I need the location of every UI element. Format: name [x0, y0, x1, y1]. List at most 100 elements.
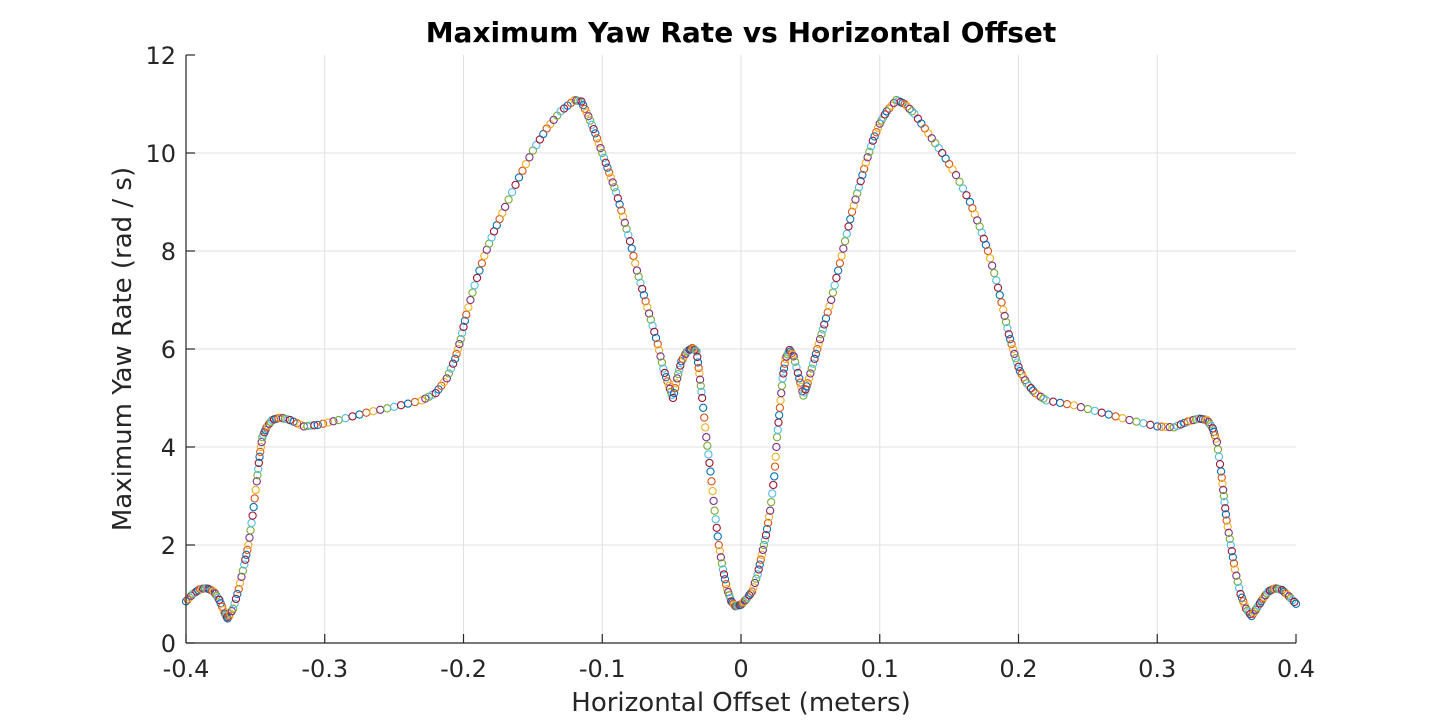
data-point	[448, 359, 458, 368]
data-point	[924, 129, 933, 138]
data-point	[750, 578, 760, 588]
data-point	[818, 325, 828, 334]
data-point	[256, 442, 266, 452]
data-point	[962, 191, 971, 200]
data-point	[446, 364, 456, 373]
data-point	[711, 515, 720, 524]
data-point	[460, 316, 470, 325]
data-point	[695, 369, 704, 378]
x-tick-label: 0.1	[861, 655, 899, 683]
data-point	[255, 452, 264, 461]
data-point	[1223, 522, 1232, 531]
data-point	[861, 158, 871, 167]
data-point	[1219, 491, 1228, 501]
y-tick-label: 10	[145, 140, 176, 168]
data-point	[992, 276, 1001, 285]
data-point	[779, 369, 788, 378]
data-point	[788, 350, 797, 359]
data-point	[830, 281, 839, 290]
data-point	[670, 384, 680, 393]
data-point	[807, 364, 816, 373]
data-point	[777, 381, 787, 390]
y-tick-label: 8	[161, 238, 176, 266]
data-point	[759, 540, 769, 550]
data-point	[603, 163, 612, 172]
data-point	[1222, 516, 1231, 525]
data-point	[240, 560, 249, 569]
y-axis-label: Maximum Yaw Rate (rad / s)	[108, 167, 138, 531]
data-point	[475, 266, 484, 275]
data-point	[955, 177, 964, 186]
data-point	[859, 164, 869, 174]
data-point	[622, 224, 631, 234]
data-point	[462, 310, 471, 319]
data-point	[983, 246, 993, 256]
data-point	[795, 374, 804, 383]
data-point	[765, 506, 775, 515]
data-point	[755, 560, 764, 569]
data-point	[396, 401, 406, 410]
data-point	[736, 600, 746, 609]
data-point	[1132, 417, 1141, 426]
data-point	[1003, 324, 1012, 333]
data-point	[715, 546, 724, 556]
data-point	[817, 330, 826, 339]
data-point	[1219, 485, 1228, 495]
data-point	[773, 425, 782, 434]
data-point	[695, 375, 705, 384]
data-point	[675, 365, 684, 374]
data-point	[703, 441, 712, 450]
data-point	[958, 184, 968, 193]
data-point	[719, 570, 729, 579]
data-point	[1253, 603, 1262, 612]
data-point	[253, 471, 262, 480]
data-point	[770, 472, 779, 481]
data-point	[504, 195, 513, 204]
data-point	[611, 188, 621, 197]
chart-title: Maximum Yaw Rate vs Horizontal Offset	[426, 16, 1057, 49]
data-point	[1237, 593, 1247, 602]
data-point	[674, 369, 683, 379]
x-tick-label: 0.2	[999, 655, 1037, 683]
data-point	[601, 158, 610, 167]
data-point	[1247, 611, 1256, 621]
data-point	[617, 206, 626, 215]
data-point	[749, 583, 758, 592]
y-tick-label: 4	[161, 434, 176, 462]
data-point	[620, 218, 629, 227]
data-point	[1026, 384, 1036, 393]
data-point	[846, 214, 855, 224]
data-point	[721, 580, 731, 589]
data-point	[707, 477, 716, 486]
data-point	[821, 314, 831, 323]
data-point	[1211, 434, 1221, 443]
data-point	[757, 550, 766, 559]
data-point	[369, 407, 378, 416]
data-point	[324, 418, 333, 427]
data-point	[334, 415, 343, 425]
data-point	[659, 364, 668, 373]
data-point	[376, 405, 385, 414]
data-point	[466, 295, 475, 305]
data-point	[318, 419, 328, 428]
data-point	[1205, 420, 1215, 429]
data-point	[1104, 410, 1113, 419]
data-point	[709, 496, 718, 506]
data-point	[887, 101, 896, 110]
data-point	[383, 404, 392, 413]
data-point	[1216, 467, 1226, 476]
data-point	[804, 374, 814, 383]
data-points	[181, 95, 1301, 623]
data-point	[868, 136, 877, 145]
data-point	[815, 335, 825, 344]
data-point	[653, 339, 662, 349]
data-point	[1207, 422, 1216, 431]
data-point	[832, 273, 841, 283]
data-point	[809, 359, 818, 368]
data-point	[717, 559, 727, 568]
y-tick-label: 0	[161, 630, 176, 658]
data-point	[643, 303, 652, 312]
data-point	[644, 309, 654, 318]
data-point	[1090, 406, 1099, 416]
data-point	[618, 212, 628, 221]
